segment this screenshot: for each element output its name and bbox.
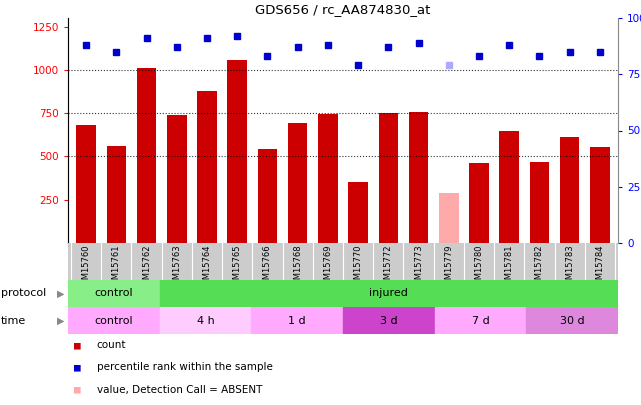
Bar bbox=[251, 307, 343, 334]
Text: GSM15784: GSM15784 bbox=[595, 245, 604, 290]
Text: GSM15768: GSM15768 bbox=[293, 245, 302, 290]
Bar bbox=[167, 115, 187, 243]
Bar bbox=[409, 112, 428, 243]
Text: GSM15780: GSM15780 bbox=[474, 245, 483, 290]
Bar bbox=[258, 149, 278, 243]
Text: GSM15760: GSM15760 bbox=[81, 245, 90, 290]
Text: ▶: ▶ bbox=[57, 315, 65, 326]
Text: GSM15772: GSM15772 bbox=[384, 245, 393, 290]
Bar bbox=[343, 307, 435, 334]
Bar bbox=[228, 60, 247, 243]
Text: ■: ■ bbox=[74, 340, 81, 350]
Text: GSM15782: GSM15782 bbox=[535, 245, 544, 290]
Bar bbox=[590, 147, 610, 243]
Bar bbox=[197, 91, 217, 243]
Bar bbox=[160, 280, 618, 307]
Text: 1 d: 1 d bbox=[288, 315, 306, 326]
Bar bbox=[469, 163, 489, 243]
Bar bbox=[435, 307, 526, 334]
Text: 3 d: 3 d bbox=[380, 315, 397, 326]
Text: GSM15765: GSM15765 bbox=[233, 245, 242, 290]
Text: injured: injured bbox=[369, 288, 408, 298]
Bar bbox=[439, 193, 458, 243]
Text: 30 d: 30 d bbox=[560, 315, 585, 326]
Bar bbox=[560, 136, 579, 243]
Bar bbox=[318, 114, 338, 243]
Text: control: control bbox=[94, 288, 133, 298]
Text: GSM15770: GSM15770 bbox=[354, 245, 363, 290]
Bar bbox=[526, 307, 618, 334]
Text: GSM15762: GSM15762 bbox=[142, 245, 151, 290]
Text: GSM15779: GSM15779 bbox=[444, 245, 453, 290]
Text: protocol: protocol bbox=[1, 288, 46, 298]
Bar bbox=[160, 307, 251, 334]
Bar bbox=[378, 113, 398, 243]
Text: 7 d: 7 d bbox=[472, 315, 489, 326]
Text: GSM15781: GSM15781 bbox=[504, 245, 513, 290]
Text: GSM15763: GSM15763 bbox=[172, 245, 181, 290]
Bar bbox=[288, 123, 308, 243]
Text: GSM15769: GSM15769 bbox=[324, 245, 333, 290]
Bar bbox=[76, 125, 96, 243]
Text: ▶: ▶ bbox=[57, 288, 65, 298]
Text: time: time bbox=[1, 315, 26, 326]
Bar bbox=[68, 307, 160, 334]
Text: percentile rank within the sample: percentile rank within the sample bbox=[97, 362, 272, 372]
Bar bbox=[106, 146, 126, 243]
Text: GSM15761: GSM15761 bbox=[112, 245, 121, 290]
Text: 4 h: 4 h bbox=[197, 315, 214, 326]
Text: value, Detection Call = ABSENT: value, Detection Call = ABSENT bbox=[97, 385, 262, 394]
Bar bbox=[68, 280, 160, 307]
Text: GSM15766: GSM15766 bbox=[263, 245, 272, 290]
Bar bbox=[529, 162, 549, 243]
Text: ■: ■ bbox=[74, 385, 81, 394]
Text: count: count bbox=[97, 340, 126, 350]
Bar bbox=[499, 130, 519, 243]
Bar bbox=[137, 68, 156, 243]
Text: GSM15773: GSM15773 bbox=[414, 245, 423, 290]
Text: GSM15783: GSM15783 bbox=[565, 245, 574, 290]
Text: control: control bbox=[94, 315, 133, 326]
Text: GDS656 / rc_AA874830_at: GDS656 / rc_AA874830_at bbox=[255, 3, 431, 16]
Text: ■: ■ bbox=[74, 362, 81, 372]
Bar bbox=[348, 182, 368, 243]
Text: GSM15764: GSM15764 bbox=[203, 245, 212, 290]
